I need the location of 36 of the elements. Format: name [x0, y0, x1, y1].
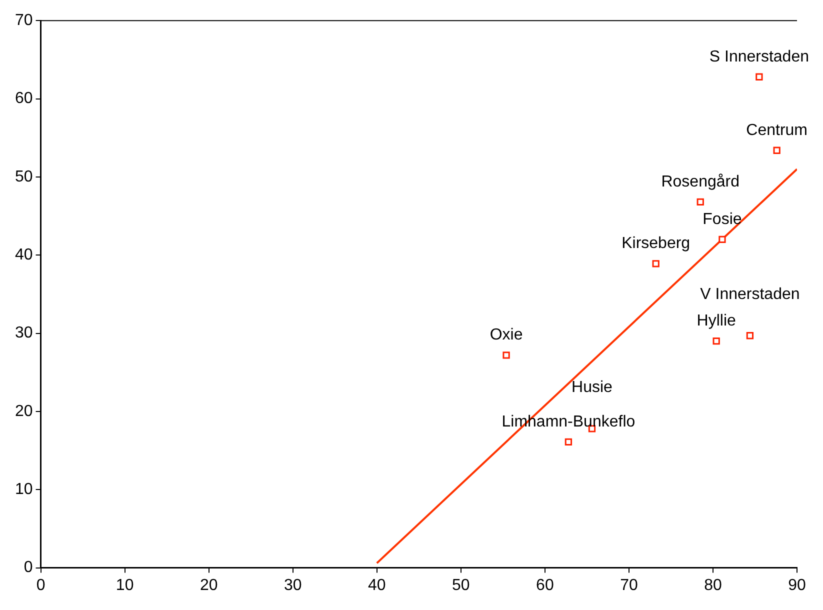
point: [652, 260, 660, 268]
y-tick-label: 40: [15, 246, 33, 264]
point: [696, 198, 704, 206]
point: [718, 236, 726, 244]
annotation: Oxie: [490, 326, 523, 344]
x-tick-label: 30: [284, 576, 302, 594]
x-tick-label: 60: [536, 576, 554, 594]
annotation: S Innerstaden: [709, 48, 809, 66]
point: [712, 338, 720, 345]
y-tick-label: 10: [15, 481, 33, 498]
y-tick-label: 50: [15, 168, 33, 186]
y-tick-label: 60: [15, 90, 33, 108]
annotation: Hyllie: [696, 312, 736, 330]
point: [564, 438, 572, 446]
x-tick-label: 10: [116, 576, 134, 594]
annotation: Fosie: [702, 210, 742, 228]
x-tick-label: 70: [620, 576, 638, 594]
annotation: V Innerstaden: [700, 286, 800, 304]
annotation: Kirseberg: [622, 235, 690, 252]
point: [773, 146, 780, 154]
annotation: Husie: [572, 379, 613, 396]
point: [502, 352, 510, 359]
y-tick-label: 20: [15, 402, 33, 420]
annotation: Centrum: [746, 122, 808, 139]
y-tick-label: 70: [15, 12, 33, 30]
x-tick-label: 20: [200, 576, 218, 594]
point: [756, 73, 763, 80]
y-tick-label: 30: [15, 324, 33, 342]
annotation: Rosengård: [661, 173, 740, 190]
x-tick-label: 0: [36, 576, 46, 594]
point: [746, 332, 754, 340]
y-tick-label: 0: [24, 559, 33, 576]
x-tick-label: 90: [788, 576, 806, 594]
x-tick-label: 80: [704, 576, 722, 594]
x-tick-label: 50: [452, 576, 470, 594]
x-tick-label: 40: [368, 576, 386, 594]
